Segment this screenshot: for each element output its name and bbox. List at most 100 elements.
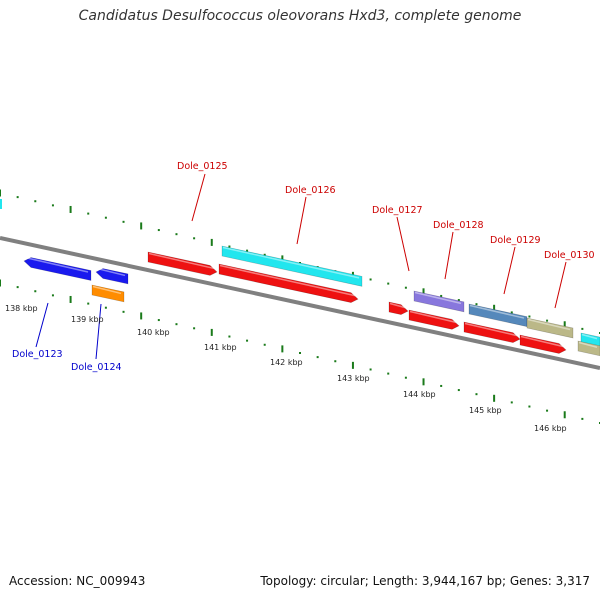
leader-line: [35, 302, 49, 348]
kbp-label: 138 kbp: [5, 304, 38, 313]
map-title: Candidatus Desulfococcus oleovorans Hxd3…: [78, 8, 522, 24]
gene-arrow-highlight: [520, 335, 564, 348]
gene-arrow-highlight: [96, 267, 126, 277]
major-tick: [140, 222, 143, 230]
gene-arrow-highlight: [24, 256, 89, 273]
major-tick: [422, 288, 425, 296]
major-tick: [281, 345, 284, 353]
label-leaders: [35, 173, 567, 360]
gene-arrow[interactable]: [388, 301, 409, 315]
minor-tick: [581, 417, 584, 420]
gene-arrow[interactable]: [218, 263, 359, 303]
minor-tick: [334, 360, 337, 363]
minor-tick: [387, 282, 390, 285]
minor-tick: [510, 401, 513, 404]
gene-arrow[interactable]: [95, 268, 129, 285]
genome-backbone: [0, 236, 600, 370]
gene-label-top[interactable]: Dole_0128: [433, 220, 484, 231]
gene-arrow: [0, 199, 2, 209]
leader-line: [95, 303, 102, 360]
minor-tick: [104, 216, 107, 219]
kbp-label: 143 kbp: [337, 374, 370, 383]
leader-line: [296, 196, 307, 245]
gene-label-top[interactable]: Dole_0126: [285, 185, 336, 196]
minor-tick: [457, 299, 460, 302]
major-tick: [563, 321, 566, 329]
minor-tick: [193, 327, 196, 330]
gene-label-top[interactable]: Dole_0125: [177, 161, 228, 172]
gene-arrow-highlight: [464, 322, 518, 337]
minor-tick: [34, 290, 37, 293]
minor-tick: [16, 286, 19, 289]
minor-tick: [34, 200, 37, 203]
gene-arrow-highlight: [527, 318, 571, 331]
minor-tick: [316, 356, 319, 359]
gene-arrow[interactable]: [408, 309, 460, 330]
minor-tick: [263, 343, 266, 346]
major-tick: [351, 361, 354, 369]
kbp-label: 140 kbp: [137, 328, 170, 337]
major-tick: [140, 312, 143, 320]
gene-label-top[interactable]: Dole_0130: [544, 250, 595, 261]
gene-label-bottom[interactable]: Dole_0124: [71, 362, 122, 373]
gene-arrow[interactable]: [577, 340, 600, 357]
minor-tick: [528, 405, 531, 408]
major-tick: [281, 255, 284, 263]
minor-tick: [546, 319, 549, 322]
minor-tick: [404, 376, 407, 379]
gene-label-bottom[interactable]: Dole_0123: [12, 349, 63, 360]
gene-arrow-highlight: [389, 302, 406, 309]
gene-arrow-highlight: [219, 264, 356, 297]
minor-tick: [581, 327, 584, 330]
minor-tick: [387, 372, 390, 375]
gene-arrow[interactable]: [413, 290, 465, 313]
minor-tick: [369, 368, 372, 371]
minor-tick: [122, 310, 125, 313]
minor-tick: [16, 196, 19, 199]
major-tick: [69, 205, 72, 213]
gene-label-top[interactable]: Dole_0127: [372, 205, 423, 216]
minor-tick: [175, 323, 178, 326]
gene-arrow-highlight: [222, 246, 360, 279]
gene-arrow[interactable]: [463, 321, 521, 343]
feature-track: [0, 199, 600, 357]
gene-arrow[interactable]: [23, 257, 92, 281]
minor-tick: [246, 249, 249, 252]
kbp-label: 146 kbp: [534, 424, 567, 433]
minor-tick: [193, 237, 196, 240]
gene-arrow[interactable]: [91, 284, 125, 303]
leader-line: [396, 216, 410, 272]
leader-line: [191, 173, 206, 222]
gene-arrow[interactable]: [221, 245, 363, 287]
minor-tick: [369, 278, 372, 281]
minor-tick: [475, 393, 478, 396]
minor-tick: [440, 294, 443, 297]
gene-label-top[interactable]: Dole_0129: [490, 235, 541, 246]
minor-tick: [263, 253, 266, 256]
gene-arrow-highlight: [581, 333, 598, 340]
major-tick: [422, 378, 425, 386]
major-tick: [493, 304, 496, 312]
minor-tick: [228, 245, 231, 248]
major-tick: [563, 411, 566, 419]
minor-tick: [457, 389, 460, 392]
gene-arrow-highlight: [469, 304, 525, 319]
topology-text: Topology: circular; Length: 3,944,167 bp…: [260, 574, 590, 588]
minor-tick: [87, 212, 90, 215]
kbp-label: 141 kbp: [204, 343, 237, 352]
minor-tick: [546, 409, 549, 412]
gene-arrow[interactable]: [526, 317, 574, 339]
minor-tick: [246, 339, 249, 342]
minor-tick: [510, 311, 513, 314]
minor-tick: [299, 352, 301, 354]
major-tick: [0, 279, 1, 287]
leader-line: [503, 246, 516, 295]
gene-arrow-highlight: [92, 285, 122, 295]
minor-tick: [528, 315, 531, 318]
gene-arrow-highlight: [578, 341, 598, 348]
leader-line: [444, 231, 454, 280]
gene-arrow[interactable]: [519, 334, 567, 354]
gene-arrow[interactable]: [147, 251, 218, 276]
minor-tick: [51, 294, 54, 297]
